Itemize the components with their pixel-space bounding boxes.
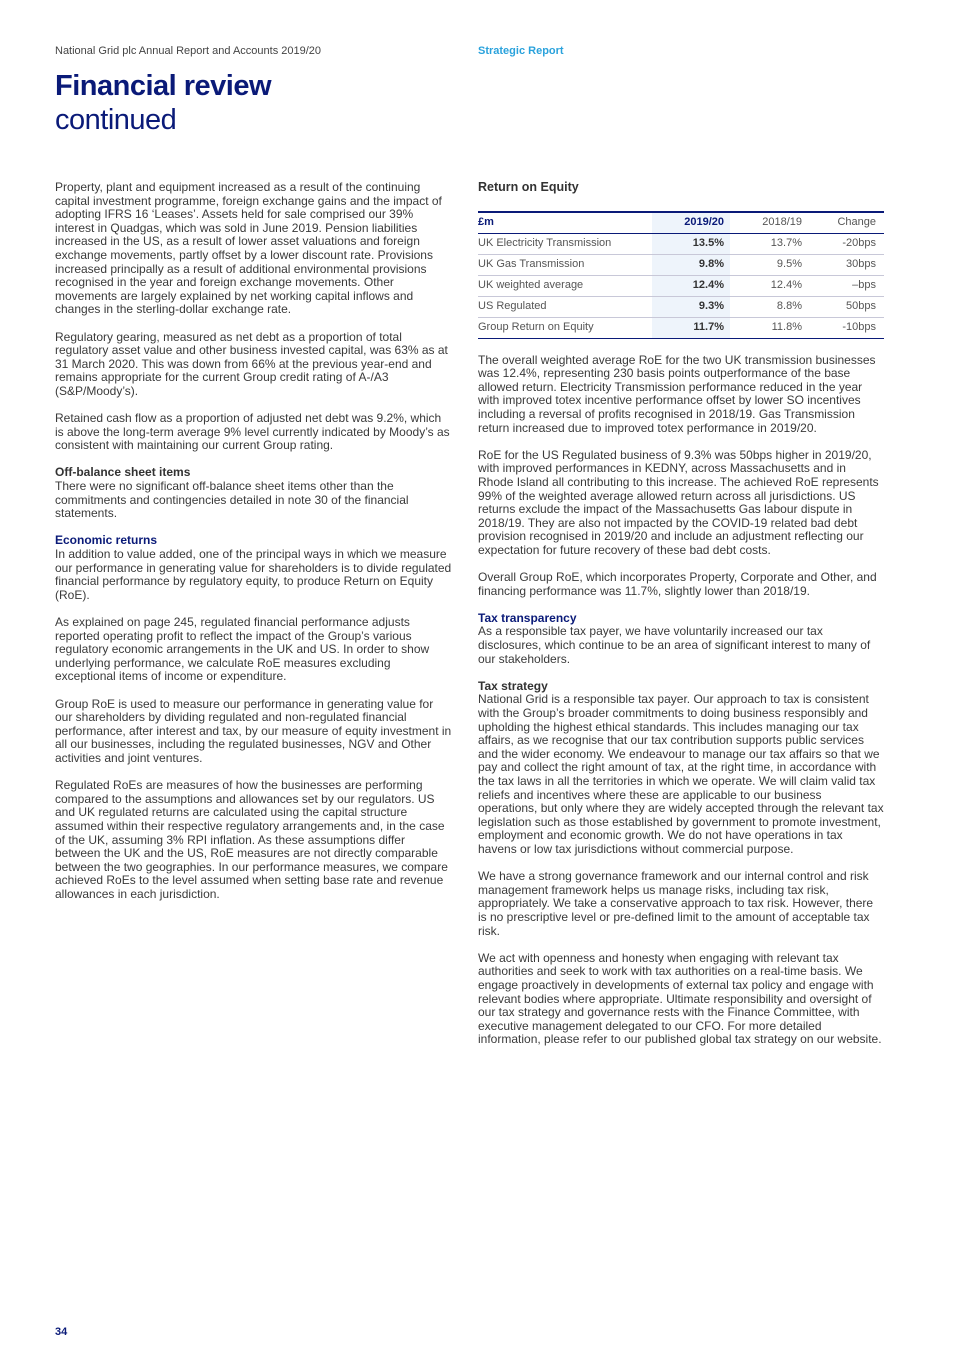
page-subtitle: continued [55, 104, 177, 136]
table-cell: UK weighted average [478, 275, 652, 297]
roe-table: £m 2019/20 2018/19 Change UK Electricity… [478, 211, 884, 339]
table-cell: 9.3% [652, 296, 730, 318]
table-cell: UK Gas Transmission [478, 254, 652, 276]
table-cell: -10bps [802, 316, 884, 339]
left-column: Property, plant and equipment increased … [55, 180, 453, 915]
table-row: Group Return on Equity 11.7% 11.8% -10bps [478, 316, 884, 339]
right-column: Return on Equity £m 2019/20 2018/19 Chan… [478, 180, 884, 1060]
table-cell: –bps [802, 275, 884, 297]
paragraph: There were no significant off-balance sh… [55, 479, 409, 521]
paragraph: National Grid is a responsible tax payer… [478, 692, 884, 856]
table-cell: 9.5% [730, 254, 802, 276]
page-title: Financial review [55, 70, 272, 102]
table-cell: -20bps [802, 233, 884, 255]
table-cell: 50bps [802, 296, 884, 318]
paragraph: Overall Group RoE, which incorporates Pr… [478, 570, 877, 598]
paragraph: Regulatory gearing, measured as net debt… [55, 329, 448, 398]
table-row: UK Gas Transmission 9.8% 9.5% 30bps [478, 254, 884, 276]
paragraph: Retained cash flow as a proportion of ad… [55, 411, 450, 453]
table-cell: UK Electricity Transmission [478, 233, 652, 255]
table-cell: 13.7% [730, 233, 802, 255]
heading-economic-returns: Economic returns [55, 533, 158, 548]
table-header: Change [802, 211, 884, 234]
paragraph: As explained on page 245, regulated fina… [55, 615, 430, 684]
table-cell: Group Return on Equity [478, 316, 652, 339]
paragraph: Group RoE is used to measure our perform… [55, 696, 452, 765]
paragraph: We have a strong governance framework an… [478, 869, 874, 938]
paragraph: RoE for the US Regulated business of 9.3… [478, 447, 879, 557]
table-header: 2019/20 [652, 211, 730, 234]
table-cell: 12.4% [730, 275, 802, 297]
heading-off-balance: Off-balance sheet items [55, 465, 191, 480]
section-label: Strategic Report [478, 45, 564, 57]
table-header: £m [478, 211, 652, 234]
table-header: 2018/19 [730, 211, 802, 234]
paragraph: Property, plant and equipment increased … [55, 180, 442, 317]
table-row: US Regulated 9.3% 8.8% 50bps [478, 296, 884, 318]
table-row: UK Electricity Transmission 13.5% 13.7% -20… [478, 233, 884, 255]
paragraph: Regulated RoEs are measures of how the b… [55, 778, 448, 901]
table-cell: 30bps [802, 254, 884, 276]
paragraph: The overall weighted average RoE for the… [478, 352, 876, 435]
table-cell: 11.7% [652, 316, 730, 339]
roe-table-title: Return on Equity [478, 180, 579, 194]
paragraph: In addition to value added, one of the p… [55, 547, 452, 602]
page-number: 34 [55, 1326, 68, 1338]
table-row: UK weighted average 12.4% 12.4% –bps [478, 275, 884, 297]
heading-tax-transparency: Tax transparency [478, 610, 577, 625]
table-cell: 8.8% [730, 296, 802, 318]
table-cell: 11.8% [730, 316, 802, 339]
paragraph: We act with openness and honesty when en… [478, 950, 882, 1047]
table-cell: 12.4% [652, 275, 730, 297]
table-cell: 13.5% [652, 233, 730, 255]
table-cell: US Regulated [478, 296, 652, 318]
report-title: National Grid plc Annual Report and Acco… [55, 45, 322, 57]
table-cell: 9.8% [652, 254, 730, 276]
paragraph: As a responsible tax payer, we have volu… [478, 624, 871, 666]
heading-tax-strategy: Tax strategy [478, 678, 548, 693]
